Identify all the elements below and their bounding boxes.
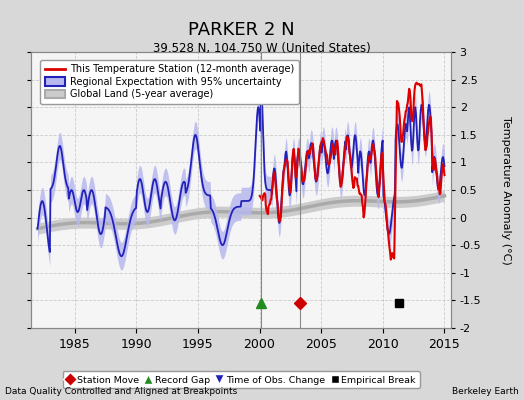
Text: Berkeley Earth: Berkeley Earth: [452, 387, 519, 396]
Title: PARKER 2 N: PARKER 2 N: [188, 21, 294, 39]
Text: Data Quality Controlled and Aligned at Breakpoints: Data Quality Controlled and Aligned at B…: [5, 387, 237, 396]
Y-axis label: Temperature Anomaly (°C): Temperature Anomaly (°C): [501, 116, 511, 264]
Legend: Station Move, Record Gap, Time of Obs. Change, Empirical Break: Station Move, Record Gap, Time of Obs. C…: [62, 371, 420, 388]
Text: 39.528 N, 104.750 W (United States): 39.528 N, 104.750 W (United States): [153, 42, 371, 55]
